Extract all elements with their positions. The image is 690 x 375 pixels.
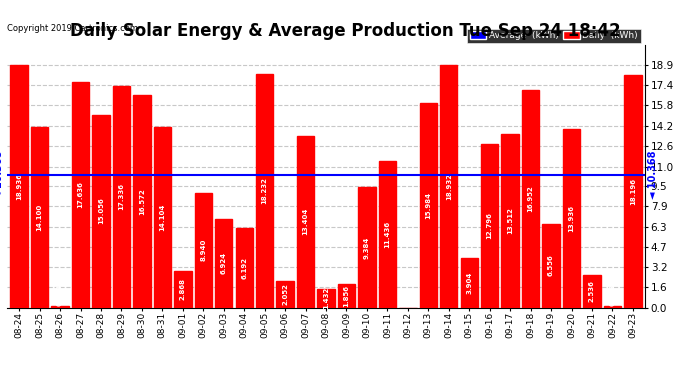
Text: Copyright 2019 Cartronics.com: Copyright 2019 Cartronics.com bbox=[7, 24, 138, 33]
Text: 17.636: 17.636 bbox=[77, 181, 83, 208]
Text: 16.952: 16.952 bbox=[528, 186, 533, 212]
Text: 12.796: 12.796 bbox=[486, 212, 493, 239]
Legend: Average  (kWh), Daily  (kWh): Average (kWh), Daily (kWh) bbox=[467, 28, 640, 43]
Text: 1.432: 1.432 bbox=[323, 287, 329, 309]
Bar bbox=[235, 228, 253, 308]
Bar bbox=[31, 127, 48, 308]
Text: 0.152: 0.152 bbox=[57, 285, 63, 306]
Bar bbox=[338, 284, 355, 308]
Text: 13.404: 13.404 bbox=[303, 208, 308, 236]
Bar bbox=[112, 86, 130, 308]
Text: 14.104: 14.104 bbox=[159, 204, 166, 231]
Text: 6.192: 6.192 bbox=[241, 257, 247, 279]
Bar bbox=[92, 115, 110, 308]
Text: 2.536: 2.536 bbox=[589, 280, 595, 302]
Bar bbox=[215, 219, 233, 308]
Bar bbox=[133, 95, 150, 308]
Text: 1.856: 1.856 bbox=[344, 285, 349, 307]
Bar bbox=[51, 306, 69, 308]
Text: Daily Solar Energy & Average Production Tue Sep 24 18:42: Daily Solar Energy & Average Production … bbox=[70, 22, 620, 40]
Bar bbox=[297, 136, 314, 308]
Text: 2.052: 2.052 bbox=[282, 284, 288, 305]
Text: 18.232: 18.232 bbox=[262, 177, 268, 204]
Text: 17.336: 17.336 bbox=[119, 183, 124, 210]
Text: 0.088: 0.088 bbox=[609, 284, 615, 306]
Bar bbox=[563, 129, 580, 308]
Bar bbox=[460, 258, 478, 307]
Text: 11.436: 11.436 bbox=[384, 221, 391, 248]
Bar bbox=[317, 289, 335, 308]
Text: 2.868: 2.868 bbox=[180, 278, 186, 300]
Bar bbox=[624, 75, 642, 308]
Text: 6.556: 6.556 bbox=[548, 255, 554, 276]
Bar bbox=[256, 74, 273, 308]
Bar bbox=[10, 65, 28, 308]
Bar bbox=[583, 275, 601, 308]
Bar bbox=[522, 90, 540, 308]
Bar bbox=[379, 161, 396, 308]
Text: ◄ 10.368: ◄ 10.368 bbox=[648, 150, 658, 199]
Bar bbox=[542, 224, 560, 308]
Text: 13.936: 13.936 bbox=[569, 205, 575, 232]
Text: 13.512: 13.512 bbox=[507, 207, 513, 234]
Bar bbox=[440, 65, 457, 308]
Bar bbox=[195, 193, 212, 308]
Bar bbox=[420, 103, 437, 308]
Bar bbox=[154, 127, 171, 308]
Text: 16.572: 16.572 bbox=[139, 188, 145, 215]
Text: 15.056: 15.056 bbox=[98, 198, 104, 225]
Bar bbox=[481, 144, 498, 308]
Bar bbox=[174, 271, 192, 308]
Text: 18.936: 18.936 bbox=[16, 173, 22, 200]
Bar bbox=[277, 281, 294, 308]
Text: 9.384: 9.384 bbox=[364, 236, 370, 259]
Bar bbox=[358, 188, 375, 308]
Text: 6.924: 6.924 bbox=[221, 252, 227, 274]
Text: 3.904: 3.904 bbox=[466, 272, 472, 294]
Text: 14.100: 14.100 bbox=[37, 204, 43, 231]
Text: 18.196: 18.196 bbox=[630, 177, 636, 204]
Text: 8.940: 8.940 bbox=[200, 239, 206, 261]
Text: ◄ 10.368: ◄ 10.368 bbox=[0, 150, 4, 199]
Text: 18.932: 18.932 bbox=[446, 173, 452, 200]
Bar bbox=[72, 82, 89, 308]
Text: 15.984: 15.984 bbox=[425, 192, 431, 219]
Bar bbox=[604, 306, 621, 308]
Bar bbox=[502, 135, 519, 308]
